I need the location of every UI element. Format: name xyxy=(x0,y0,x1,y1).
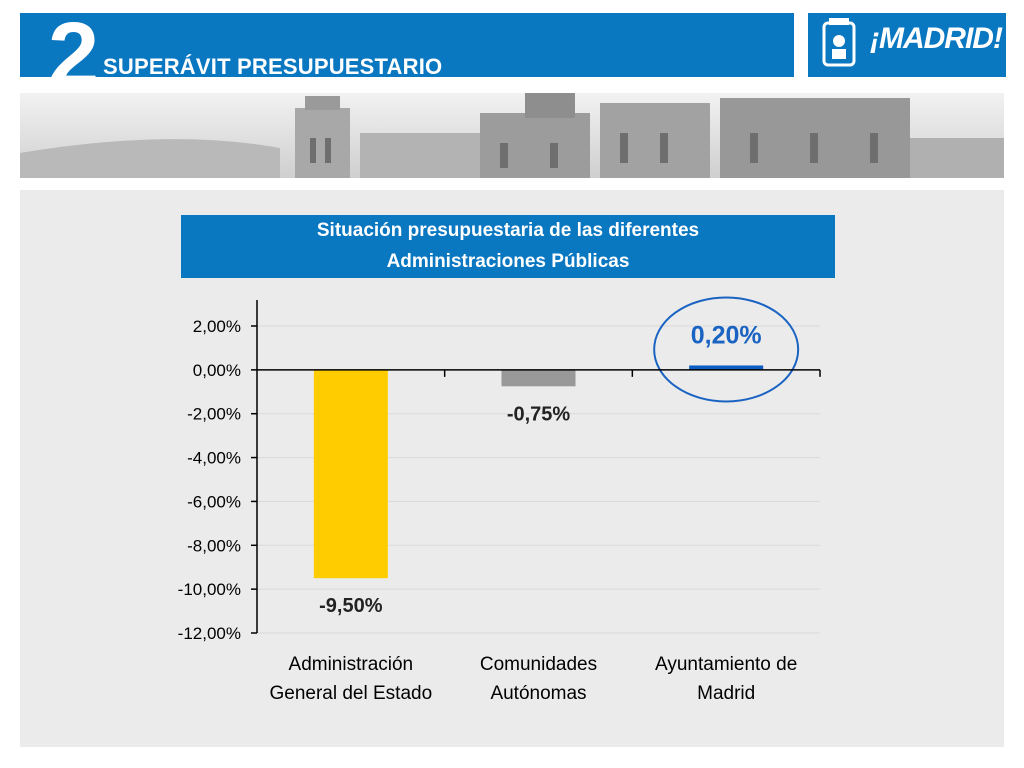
logo-text: ¡MADRID! xyxy=(870,22,1003,55)
x-tick-label: General del Estado xyxy=(269,683,432,704)
chart-panel xyxy=(20,190,1004,747)
y-tick-label: -2,00% xyxy=(187,405,241,424)
header-bar: 2 xyxy=(20,9,794,101)
y-tick-label: -6,00% xyxy=(187,492,241,511)
data-label-2: 0,20% xyxy=(691,321,762,349)
city-hall-photo xyxy=(20,93,1004,178)
y-tick-label: -8,00% xyxy=(187,536,241,555)
y-tick-label: -10,00% xyxy=(178,580,241,599)
bar-1 xyxy=(501,369,576,387)
data-label-0: -9,50% xyxy=(319,595,383,617)
x-tick-label: Autónomas xyxy=(490,683,586,704)
bar-0 xyxy=(313,369,388,579)
logo xyxy=(808,13,1006,77)
y-tick-label: 0,00% xyxy=(193,361,241,380)
data-label-1: -0,75% xyxy=(507,403,571,425)
y-tick-label: 2,00% xyxy=(193,317,241,336)
x-tick-label: Comunidades xyxy=(480,654,597,675)
section-number: 2 xyxy=(48,4,99,106)
madrid-coat-of-arms-icon xyxy=(822,18,856,67)
chart-title-line-1: Situación presupuestaria de las diferent… xyxy=(316,220,700,241)
highlight-circle xyxy=(653,296,800,403)
y-tick-label: -12,00% xyxy=(178,624,241,643)
page-title: SUPERÁVIT PRESUPUESTARIO xyxy=(103,54,443,79)
x-tick-label: Administración xyxy=(289,654,414,675)
chart-title-line-2: Administraciones Públicas xyxy=(386,251,630,272)
bar-2 xyxy=(689,365,764,370)
x-tick-label: Ayuntamiento de xyxy=(655,654,797,675)
y-tick-label: -4,00% xyxy=(187,449,241,468)
x-tick-label: Madrid xyxy=(697,683,755,704)
chart-title: Situación presupuestaria de las diferent… xyxy=(181,215,835,278)
